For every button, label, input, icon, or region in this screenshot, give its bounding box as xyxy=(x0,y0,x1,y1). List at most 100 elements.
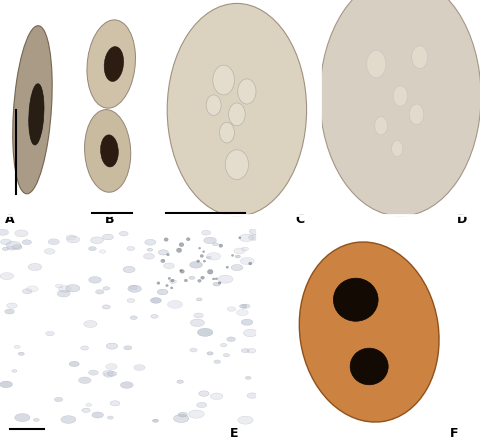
Ellipse shape xyxy=(169,280,176,283)
Ellipse shape xyxy=(7,303,17,308)
Ellipse shape xyxy=(14,345,20,349)
Ellipse shape xyxy=(184,279,187,282)
Ellipse shape xyxy=(106,364,117,370)
Ellipse shape xyxy=(240,258,253,265)
Ellipse shape xyxy=(0,381,12,388)
Ellipse shape xyxy=(123,346,132,350)
Ellipse shape xyxy=(196,402,206,408)
Ellipse shape xyxy=(44,249,55,254)
Ellipse shape xyxy=(226,337,235,341)
Ellipse shape xyxy=(170,287,173,289)
Ellipse shape xyxy=(212,278,215,280)
Ellipse shape xyxy=(219,123,234,143)
Ellipse shape xyxy=(54,397,63,402)
Ellipse shape xyxy=(104,373,112,377)
Ellipse shape xyxy=(241,247,248,251)
Ellipse shape xyxy=(0,239,12,245)
Ellipse shape xyxy=(236,309,248,316)
Ellipse shape xyxy=(226,266,228,268)
Ellipse shape xyxy=(193,313,203,318)
Ellipse shape xyxy=(107,372,117,376)
Ellipse shape xyxy=(59,286,71,292)
Ellipse shape xyxy=(231,265,242,271)
Ellipse shape xyxy=(213,282,220,286)
Ellipse shape xyxy=(319,0,480,216)
Ellipse shape xyxy=(46,331,54,336)
Ellipse shape xyxy=(366,50,385,78)
Ellipse shape xyxy=(107,416,113,419)
Ellipse shape xyxy=(299,242,438,422)
Ellipse shape xyxy=(26,286,38,292)
Ellipse shape xyxy=(92,412,103,418)
Ellipse shape xyxy=(69,361,79,367)
Ellipse shape xyxy=(163,263,174,269)
Ellipse shape xyxy=(212,65,234,95)
Ellipse shape xyxy=(15,414,30,422)
Ellipse shape xyxy=(411,46,427,69)
Ellipse shape xyxy=(103,370,114,377)
Ellipse shape xyxy=(12,369,17,373)
Ellipse shape xyxy=(189,262,202,268)
Ellipse shape xyxy=(207,270,213,274)
Ellipse shape xyxy=(2,247,8,250)
Text: F: F xyxy=(449,427,457,440)
Ellipse shape xyxy=(102,305,110,309)
Ellipse shape xyxy=(218,244,222,247)
Ellipse shape xyxy=(66,285,80,292)
Ellipse shape xyxy=(151,314,158,318)
Ellipse shape xyxy=(55,284,63,288)
Ellipse shape xyxy=(188,410,204,418)
Ellipse shape xyxy=(119,231,128,236)
Ellipse shape xyxy=(197,328,213,337)
Ellipse shape xyxy=(170,279,174,282)
Ellipse shape xyxy=(239,234,253,242)
Ellipse shape xyxy=(231,254,233,256)
Ellipse shape xyxy=(0,273,13,280)
Ellipse shape xyxy=(246,349,255,353)
Ellipse shape xyxy=(235,255,240,258)
Ellipse shape xyxy=(120,382,133,388)
Ellipse shape xyxy=(180,270,181,271)
Ellipse shape xyxy=(241,304,250,308)
Text: D: D xyxy=(456,214,466,226)
Ellipse shape xyxy=(196,260,199,262)
Ellipse shape xyxy=(29,84,44,145)
Ellipse shape xyxy=(408,104,423,125)
Ellipse shape xyxy=(240,319,252,325)
Ellipse shape xyxy=(6,242,21,249)
Ellipse shape xyxy=(201,230,210,235)
Ellipse shape xyxy=(152,419,158,422)
Ellipse shape xyxy=(15,230,28,237)
Ellipse shape xyxy=(102,234,113,240)
Ellipse shape xyxy=(225,150,248,179)
Ellipse shape xyxy=(212,243,218,246)
Ellipse shape xyxy=(158,250,168,255)
Ellipse shape xyxy=(391,141,402,157)
Ellipse shape xyxy=(220,344,227,347)
Ellipse shape xyxy=(247,393,257,398)
Text: A: A xyxy=(5,214,14,226)
Ellipse shape xyxy=(190,319,204,326)
Ellipse shape xyxy=(200,254,203,258)
Ellipse shape xyxy=(165,285,168,287)
Ellipse shape xyxy=(84,321,97,327)
Ellipse shape xyxy=(82,408,90,412)
Ellipse shape xyxy=(239,304,246,308)
Ellipse shape xyxy=(237,416,252,424)
Ellipse shape xyxy=(197,279,201,282)
Ellipse shape xyxy=(7,246,15,250)
Ellipse shape xyxy=(156,282,159,284)
Ellipse shape xyxy=(196,298,202,301)
Ellipse shape xyxy=(57,290,70,297)
Text: E: E xyxy=(229,427,238,440)
Ellipse shape xyxy=(349,348,387,385)
Ellipse shape xyxy=(173,415,189,423)
Ellipse shape xyxy=(87,20,135,108)
Ellipse shape xyxy=(12,26,52,194)
Text: B: B xyxy=(105,214,114,226)
Ellipse shape xyxy=(106,343,118,349)
Ellipse shape xyxy=(88,370,98,375)
Ellipse shape xyxy=(90,237,103,244)
Ellipse shape xyxy=(130,316,137,320)
Ellipse shape xyxy=(249,229,260,234)
